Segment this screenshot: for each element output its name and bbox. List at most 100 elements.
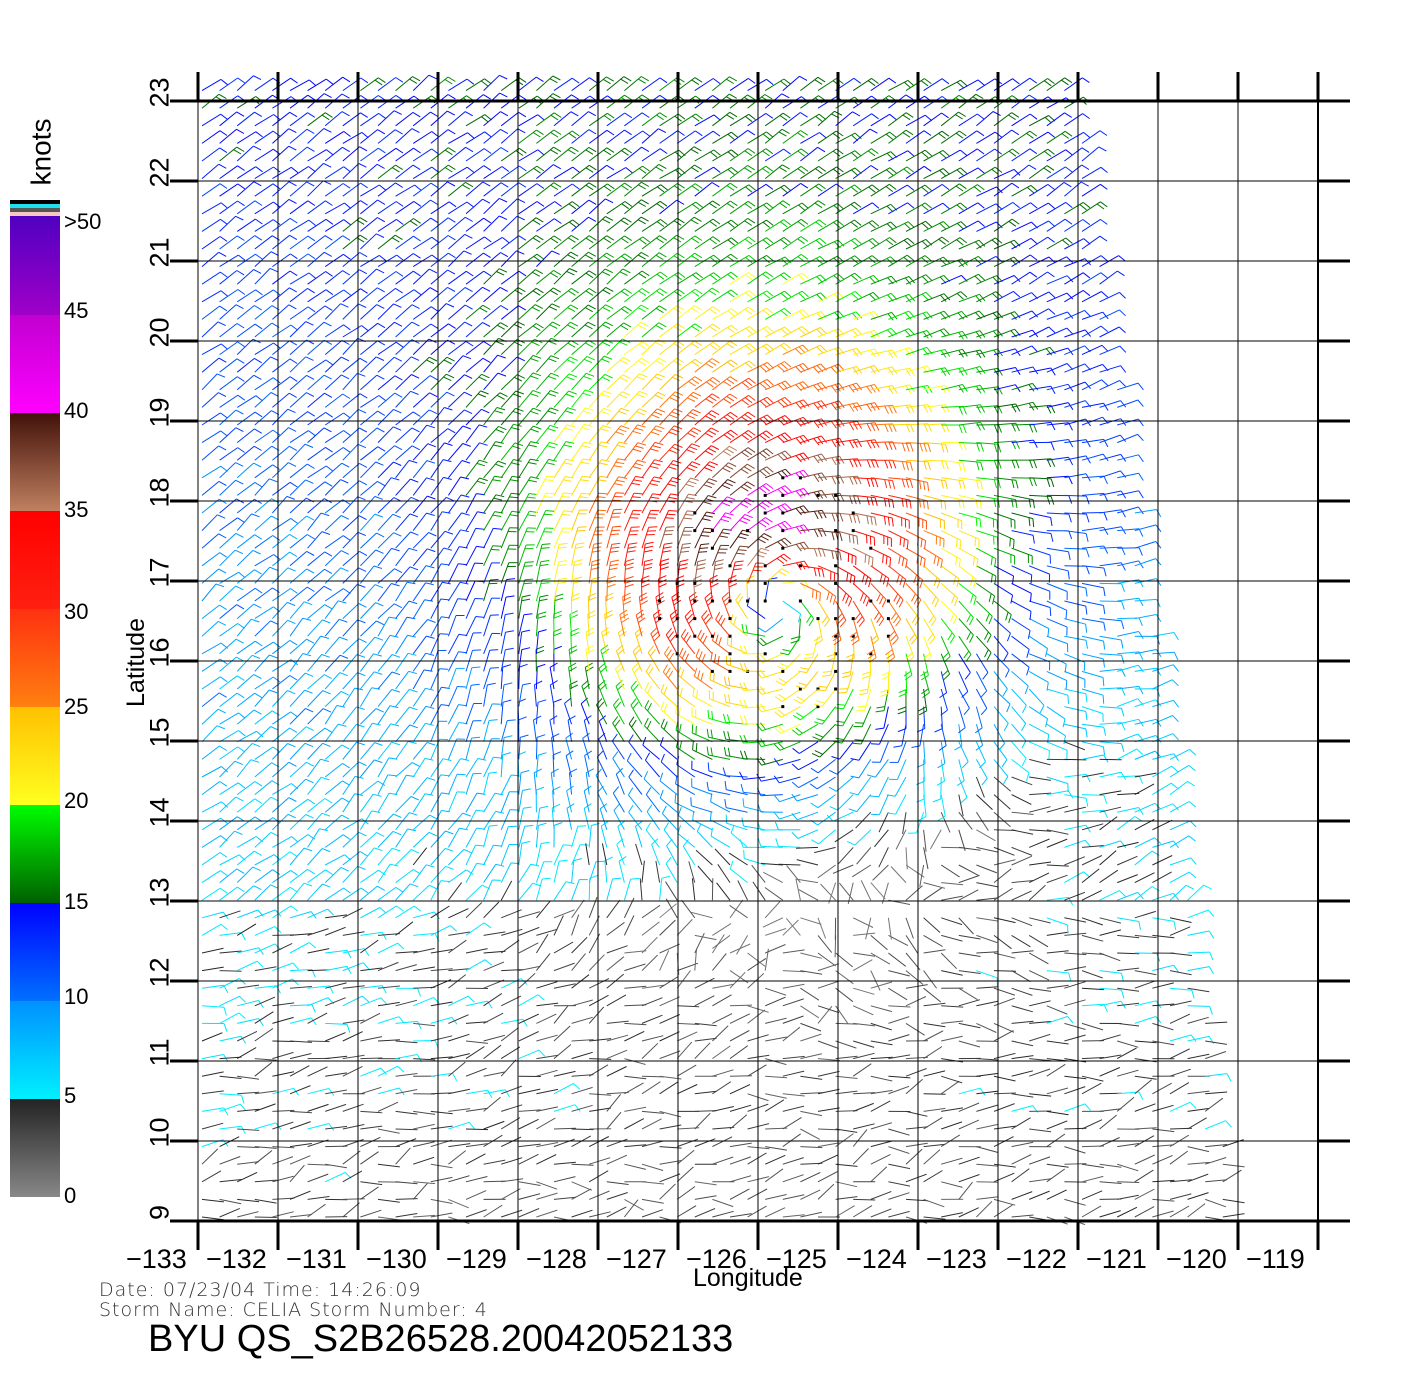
wind-barb-staff (1117, 917, 1139, 922)
wind-barb-staff (553, 1025, 571, 1042)
wind-barb-staff (958, 547, 979, 560)
wind-barb-staff (835, 547, 857, 557)
wind-barb-staff (1134, 837, 1155, 848)
wind-barb-staff (641, 1163, 664, 1171)
wind-barb-feather (781, 416, 788, 424)
wind-barb-staff (447, 704, 459, 725)
wind-barb-staff (624, 963, 646, 972)
wind-barb-staff (1117, 792, 1140, 796)
wind-barb-feather (253, 603, 262, 609)
wind-barb-staff (730, 622, 748, 637)
wind-barb-staff (796, 878, 819, 884)
wind-barb-staff (782, 919, 799, 936)
wind-barb-staff (465, 948, 488, 954)
wind-barb-feather (756, 758, 763, 766)
wind-barb-staff (359, 653, 374, 672)
wind-barb-feather (697, 629, 702, 638)
wind-barb-staff (940, 618, 956, 637)
wind-barb-staff (483, 1044, 502, 1059)
wind-barb-staff (764, 553, 785, 567)
wind-barb-staff (448, 1053, 470, 1060)
wind-barb-staff (430, 774, 442, 795)
wind-barb-feather (905, 652, 913, 660)
wind-barb-feather (663, 686, 668, 695)
wind-barb-feather (610, 533, 620, 536)
wind-barb-staff (307, 635, 322, 655)
wind-barb-staff (535, 808, 541, 830)
wind-barb-staff (624, 1075, 647, 1080)
wind-barb-feather (610, 559, 620, 563)
wind-barb-staff (779, 758, 801, 766)
wind-barb-feather (1085, 513, 1090, 523)
wind-barb-feather (945, 460, 949, 470)
wind-barb-staff (483, 879, 493, 901)
wind-barb-staff (817, 864, 836, 879)
wind-barb-feather (409, 706, 418, 711)
wind-barb-staff (1046, 1015, 1068, 1024)
wind-barb-feather (760, 547, 770, 552)
wind-barb-feather (813, 402, 820, 411)
wind-barb-staff (1046, 1040, 1069, 1045)
wind-barb-feather (220, 923, 228, 931)
wind-barb-staff (219, 447, 238, 461)
wind-barb-feather (323, 427, 332, 433)
wind-barb-staff (272, 427, 289, 443)
wind-barb-staff (1117, 1143, 1140, 1148)
wind-barb-feather (424, 599, 434, 602)
wind-barb-staff (1187, 1203, 1206, 1218)
wind-barb-staff (535, 702, 539, 725)
wind-barb-staff (1099, 970, 1122, 974)
wind-barb-feather (854, 739, 864, 741)
wind-barb-feather (615, 662, 622, 670)
wind-barb-staff (571, 1086, 593, 1095)
wind-barb-feather (480, 390, 489, 395)
wind-barb-staff (483, 825, 490, 848)
wind-barb-staff (729, 1004, 753, 1007)
wind-barb-staff (535, 843, 542, 866)
wind-barb-staff (870, 882, 886, 900)
wind-barb-staff (870, 1208, 892, 1218)
wind-barb-staff (712, 1126, 735, 1130)
wind-barb-feather (707, 447, 717, 453)
wind-barb-feather (339, 618, 348, 623)
wind-barb-feather (695, 648, 700, 657)
wind-barb-feather (966, 614, 972, 623)
wind-barb-staff (1204, 1097, 1224, 1112)
wind-barb-feather (319, 828, 328, 832)
wind-barb-feather (615, 768, 623, 775)
wind-barb-feather (1138, 454, 1144, 463)
rain-flag-marker (869, 599, 873, 603)
wind-barb-feather (409, 513, 419, 518)
wind-barb-staff (377, 548, 392, 567)
wind-barb-feather (757, 538, 766, 544)
wind-barb-feather (597, 701, 605, 709)
wind-barb-staff (289, 1017, 312, 1024)
wind-barb-staff (219, 549, 236, 567)
wind-barb-staff (628, 741, 643, 760)
wind-barb-feather (290, 517, 298, 524)
wind-barb-feather (477, 393, 487, 398)
wind-barb-staff (342, 1150, 361, 1165)
wind-barb-feather (792, 729, 800, 736)
wind-barb-staff (465, 598, 476, 619)
wind-barb-staff (219, 886, 238, 901)
wind-barb-feather (760, 654, 767, 662)
wind-barb-staff (289, 1214, 312, 1218)
wind-barb-feather (269, 689, 278, 694)
wind-barb-feather (1120, 490, 1127, 499)
wind-barb-feather (272, 817, 281, 824)
wind-barb-feather (866, 423, 872, 432)
wind-barb-staff (832, 864, 854, 874)
wind-barb-staff (395, 390, 411, 408)
wind-barb-feather (644, 682, 650, 691)
wind-barb-feather (918, 710, 927, 716)
wind-barb-staff (1187, 1146, 1210, 1153)
wind-barb-feather (373, 653, 382, 657)
wind-barb-feather (779, 652, 789, 656)
wind-barb-staff (1099, 600, 1122, 602)
wind-barb-staff (465, 667, 473, 690)
wind-barb-staff (201, 1198, 224, 1203)
wind-barb-staff (219, 1207, 240, 1218)
wind-barb-feather (666, 526, 675, 528)
wind-barb-staff (923, 1070, 946, 1077)
